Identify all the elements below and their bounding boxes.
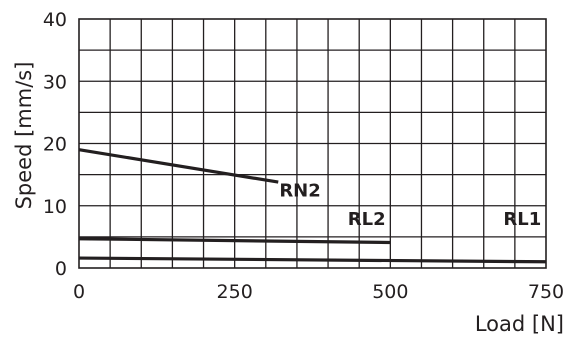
- x-tick-label: 250: [217, 281, 253, 303]
- x-tick-label: 500: [372, 281, 408, 303]
- series-label-rn2: RN2: [279, 180, 320, 201]
- y-tick-label: 20: [43, 134, 67, 156]
- x-axis-label: Load [N]: [475, 312, 564, 336]
- tick-labels: 0 250 500 750 0 10 20 30 40: [43, 9, 564, 303]
- y-axis-label: Speed [mm/s]: [12, 62, 36, 210]
- y-tick-label: 40: [43, 9, 67, 31]
- series-line-rl1: [78, 256, 547, 264]
- plot-frame: [78, 18, 547, 269]
- y-tick-label: 10: [43, 196, 67, 218]
- y-tick-label: 30: [43, 71, 67, 93]
- x-tick-label: 0: [73, 281, 85, 303]
- x-tick-label: 750: [528, 281, 564, 303]
- series-label-rl1: RL1: [503, 209, 541, 230]
- series-lines: RN2 RL2 RL1: [78, 148, 547, 264]
- grid: [79, 19, 546, 268]
- series-line-rn2: [78, 148, 279, 184]
- series-label-rl2: RL2: [348, 209, 386, 230]
- y-tick-label: 0: [55, 258, 67, 280]
- series-line-rl2: [78, 237, 391, 245]
